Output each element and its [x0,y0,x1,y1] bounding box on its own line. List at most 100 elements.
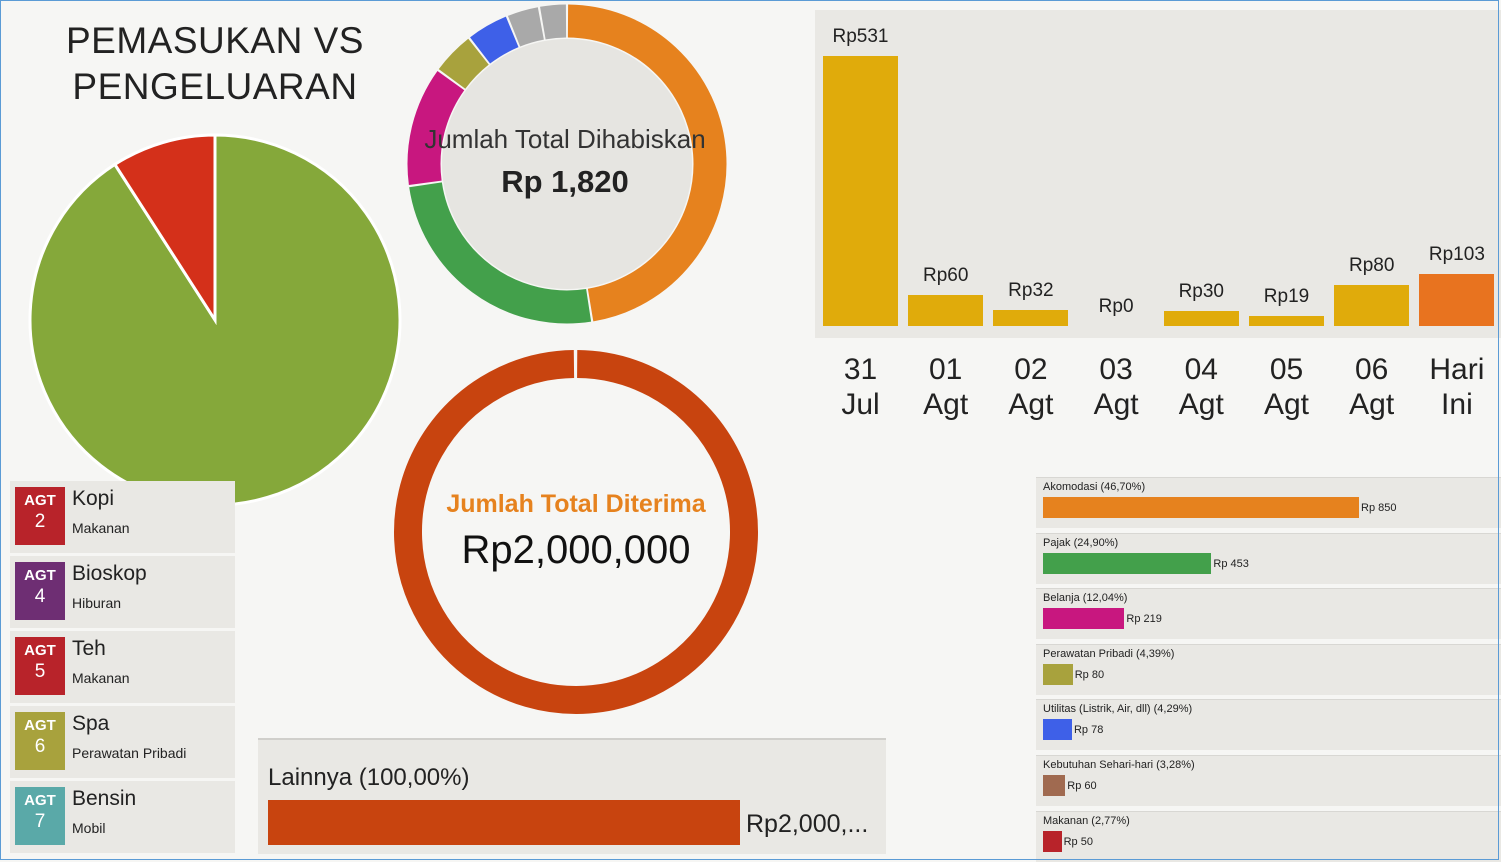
date-badge: AGT 2 [15,487,65,545]
date-badge: AGT 7 [15,787,65,845]
spent-donut-segment-6 [540,4,567,40]
category-label: Kebutuhan Sehari-hari (3,28%) [1043,759,1195,771]
daily-bar-value-label: Rp0 [1098,296,1134,317]
category-label: Makanan (2,77%) [1043,814,1130,827]
transaction-title: Kopi [72,487,115,510]
date-badge-month: AGT [24,717,56,734]
transaction-item[interactable]: AGT 2 Kopi Makanan [10,481,235,553]
category-label: Pajak (24,90%) [1043,536,1119,549]
transaction-category: Mobil [72,820,106,836]
income-category-value: Rp2,000,... [746,810,869,838]
daily-tick-label: Hari Ini [1414,352,1499,422]
daily-bar-value-label: Rp19 [1263,286,1310,308]
daily-bar [1419,273,1495,326]
daily-tick-label: 03 Agt [1074,352,1159,422]
date-badge: AGT 6 [15,712,65,770]
category-value: Rp 850 [1361,502,1397,514]
daily-tick-text: Hari [1429,353,1485,386]
daily-bar-value-label: Rp30 [1178,280,1224,302]
transaction-category: Makanan [72,520,130,536]
daily-tick-label: 01 Agt [903,352,988,422]
page-title-line2: PENGELUARAN [72,66,358,107]
daily-bar [1334,285,1410,326]
category-label: Perawatan Pribadi (4,39%) [1043,647,1175,660]
daily-tick-text: 04 [1184,353,1218,386]
date-badge: AGT 5 [15,637,65,695]
daily-tick-text: 05 [1269,353,1304,386]
daily-tick-text: Agt [1178,388,1224,421]
spent-donut-segment-3 [438,38,490,90]
transaction-title: Bensin [72,787,137,810]
category-label: Utilitas (Listrik, Air, dll) (4,29%) [1043,703,1193,716]
category-value: Rp 78 [1073,724,1104,737]
spent-donut-segment-4 [470,16,519,64]
transaction-item[interactable]: AGT 5 Teh Makanan [10,631,235,703]
income-category-panel: Lainnya (100,00%) Rp2,000,... [258,738,886,854]
category-value: Rp 50 [1063,835,1093,848]
transaction-title: Spa [72,712,110,735]
category-bar [1043,552,1212,574]
daily-tick-label: 02 Agt [988,352,1073,422]
daily-tick-text: 02 [1014,353,1048,386]
category-value: Rp 60 [1067,780,1097,792]
category-row: Makanan (2,77%) Rp 50 [1036,810,1501,862]
received-donut-segment-0 [394,350,758,714]
spent-donut-center [442,39,692,289]
daily-bar [993,309,1069,326]
category-bar [1043,608,1125,630]
transaction-category: Makanan [72,670,130,686]
daily-tick-text: 03 [1099,353,1133,386]
spent-total-label: Jumlah Total Dihabiskan [424,124,706,154]
transaction-category: Perawatan Pribadi [72,745,187,761]
daily-tick-text: Agt [1263,388,1310,421]
date-badge-day: 7 [34,811,46,832]
category-label: Akomodasi (46,70%) [1043,481,1146,493]
spent-donut-segment-2 [407,70,465,186]
category-row: Kebutuhan Sehari-hari (3,28%) Rp 60 [1036,755,1501,806]
spent-donut-segment-5 [507,7,545,47]
daily-tick-text: 06 [1355,353,1389,386]
category-bar [1043,497,1359,518]
daily-bar [1249,316,1324,326]
daily-bar [1163,310,1239,326]
transaction-title: Teh [72,637,106,660]
transaction-item[interactable]: AGT 6 Spa Perawatan Pribadi [10,706,235,778]
page-title-line1: PEMASUKAN VS [66,20,364,61]
daily-tick-text: Agt [1008,388,1054,421]
received-total-label: Jumlah Total Diterima [446,490,706,518]
spent-donut-segment-1 [409,182,592,324]
daily-tick-label: 04 Agt [1159,352,1244,422]
pie-slice-1 [112,133,217,326]
category-value: Rp 453 [1213,557,1249,570]
daily-tick-label: 05 Agt [1244,352,1329,422]
category-bar [1043,719,1072,741]
date-badge-month: AGT [24,492,56,509]
category-value: Rp 80 [1074,668,1105,681]
date-badge: AGT 4 [15,562,65,620]
daily-tick-label: 06 Agt [1329,352,1414,422]
category-row: Akomodasi (46,70%) Rp 850 [1036,477,1501,528]
date-badge-day: 5 [34,661,46,682]
income-category-label: Lainnya (100,00%) [268,764,470,791]
daily-bar-value-label: Rp32 [1008,279,1054,301]
category-bar [1043,830,1062,852]
daily-tick-text: Agt [923,388,969,421]
date-badge-day: 4 [34,586,46,607]
category-row: Belanja (12,04%) Rp 219 [1036,588,1501,640]
category-value: Rp 219 [1126,613,1162,626]
date-badge-day: 6 [34,736,46,757]
date-badge-month: AGT [24,567,56,584]
transaction-item[interactable]: AGT 4 Bioskop Hiburan [10,556,235,628]
category-bar [1043,775,1066,796]
transaction-category: Hiburan [72,595,122,611]
daily-bar-value-label: Rp103 [1428,243,1485,265]
daily-tick-text: 01 [929,353,963,386]
received-total-value: Rp2,000,000 [461,528,691,572]
daily-tick-text: Agt [1093,388,1139,421]
daily-tick-text: 31 [843,353,878,386]
daily-bar-value-label: Rp531 [832,26,889,47]
transaction-item[interactable]: AGT 7 Bensin Mobil [10,781,235,853]
